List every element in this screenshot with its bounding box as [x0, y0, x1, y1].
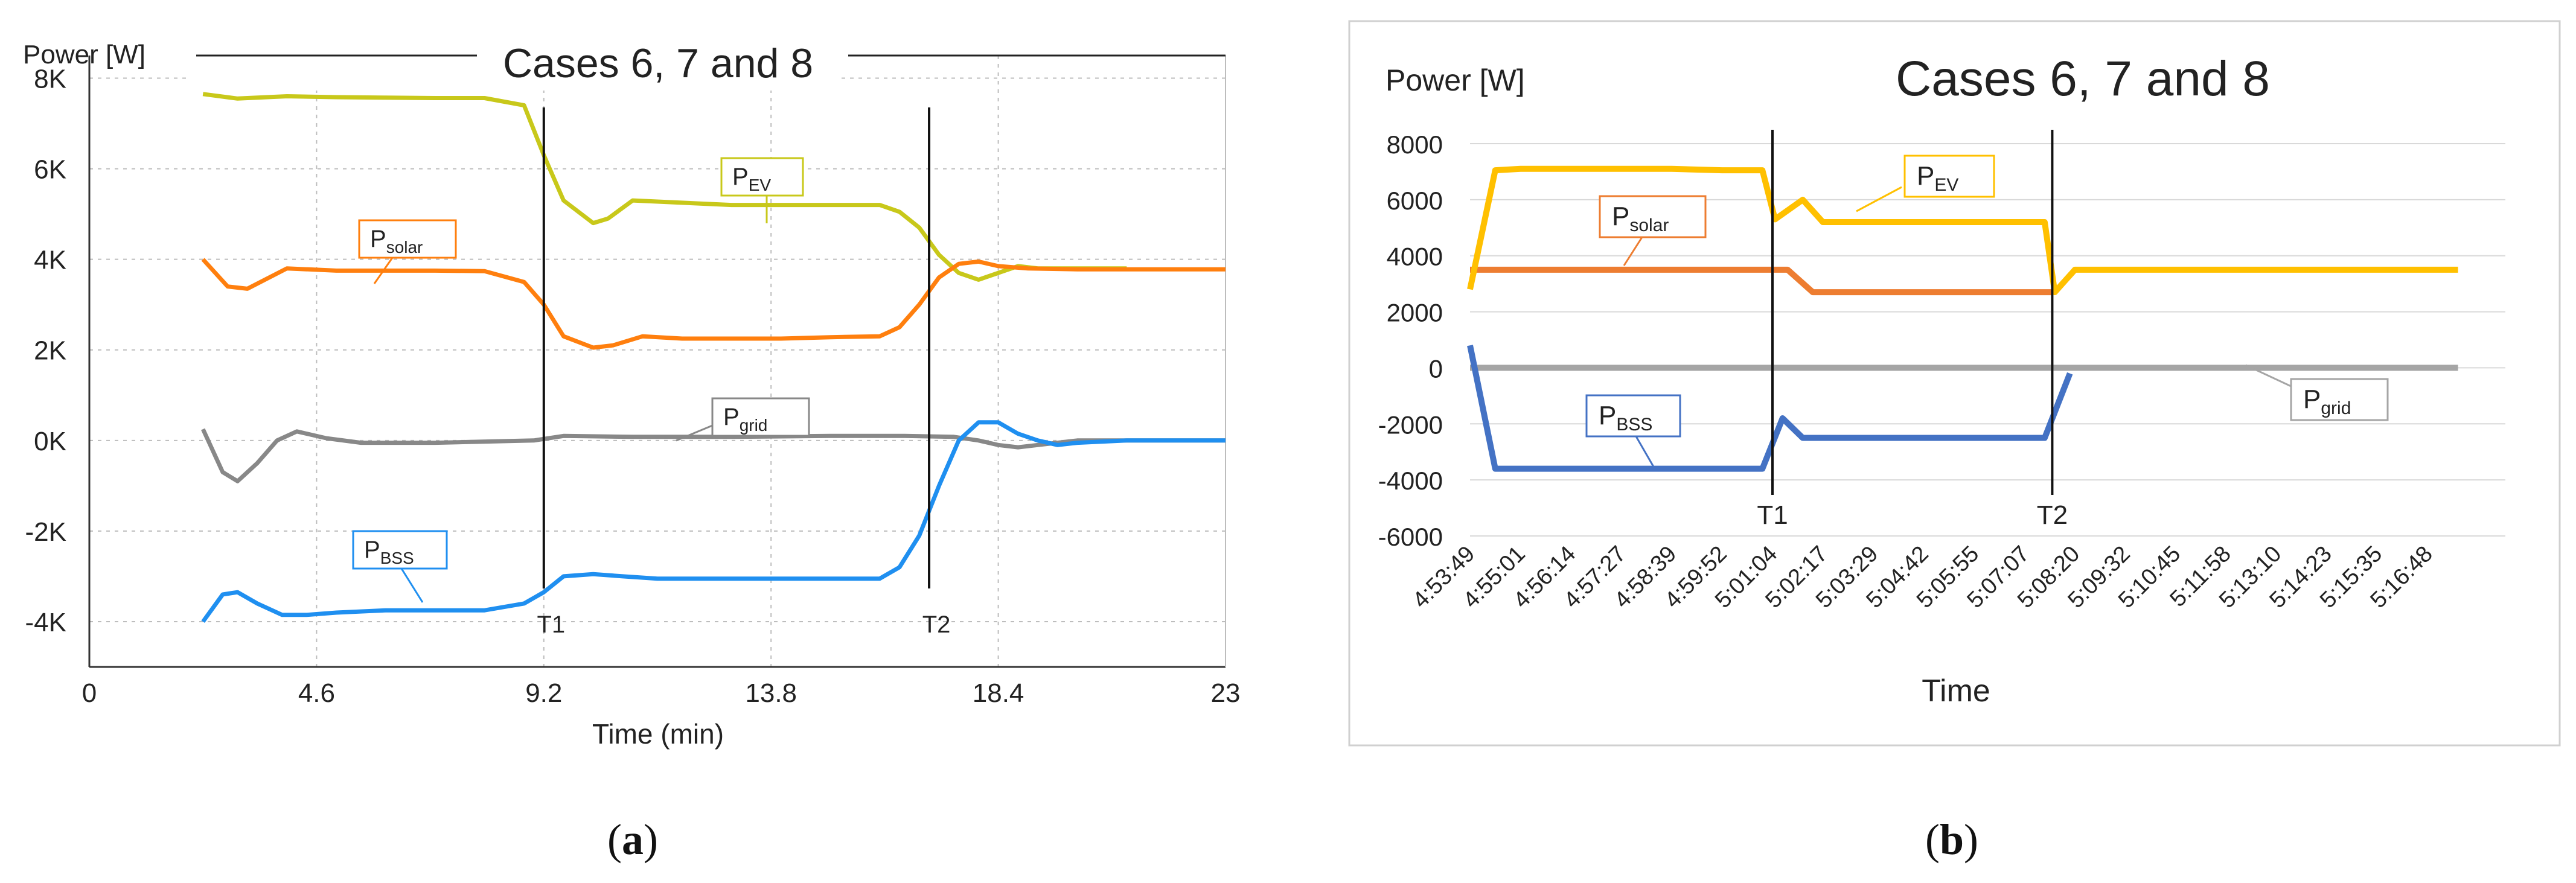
- chart-b-series-label-main: P: [1599, 401, 1616, 430]
- chart-b-ytick-label: 8000: [1387, 130, 1443, 159]
- chart-b-tick-labels: 80006000400020000-2000-4000-60004:53:494…: [1378, 130, 2438, 613]
- chart-b-ytick-label: 0: [1429, 354, 1443, 383]
- chart-a-axes: [89, 56, 1226, 667]
- chart-a-ytick-label: -4K: [25, 608, 66, 637]
- chart-a-xtick-label: 4.6: [298, 678, 335, 708]
- chart-a-ytick-label: 2K: [34, 336, 66, 366]
- chart-b-series-line-p-bss: [1470, 345, 2070, 468]
- chart-b-series-label-main: P: [1612, 202, 1629, 231]
- chart-a-xtick-label: 9.2: [525, 678, 562, 708]
- chart-a-series-line-p-bss: [203, 422, 1226, 622]
- chart-b-series-label-sub: EV: [1934, 175, 1958, 195]
- chart-b-callout-leader-p-bss: [1636, 436, 1654, 468]
- chart-b-marker-label-t2: T2: [2037, 500, 2068, 530]
- chart-b-ytick-label: -2000: [1378, 410, 1443, 439]
- chart-a-xtick-label: 0: [82, 678, 97, 708]
- chart-a-series-label-sub: BSS: [380, 549, 414, 567]
- chart-a-marker-label-t2: T2: [922, 611, 951, 638]
- chart-b-ytick-label: 4000: [1387, 243, 1443, 271]
- chart-a-title: Cases 6, 7 and 8: [503, 40, 813, 86]
- chart-a-series-line-p-solar: [203, 260, 1226, 348]
- chart-b-ytick-label: 2000: [1387, 299, 1443, 327]
- chart-a-series-label-sub: grid: [740, 416, 768, 435]
- chart-a-series-label-main: P: [364, 537, 380, 563]
- chart-a-series-label-main: P: [732, 164, 749, 190]
- caption-b-close: ): [1964, 815, 1978, 864]
- chart-b-series-label-sub: grid: [2321, 398, 2351, 418]
- caption-b-open: (: [1925, 815, 1940, 864]
- chart-b-series-label-main: P: [1917, 161, 1934, 191]
- chart-a-ytick-label: 0K: [34, 427, 66, 456]
- chart-b-ytick-label: -6000: [1378, 523, 1443, 551]
- caption-a-open: (: [607, 815, 622, 864]
- chart-b-xlabel: Time: [1922, 674, 1990, 709]
- chart-a-series-label-sub: solar: [386, 238, 423, 257]
- chart-a-xlabel: Time (min): [592, 718, 724, 750]
- chart-b-ylabel: Power [W]: [1385, 63, 1525, 97]
- chart-a-series-line-p-ev: [203, 94, 1127, 280]
- chart-b-marker-label-t1: T1: [1757, 500, 1788, 530]
- chart-a-ytick-label: 6K: [34, 155, 66, 185]
- caption-a: (a): [607, 815, 658, 864]
- chart-a-series-label-main: P: [723, 404, 740, 430]
- chart-a-ytick-label: 4K: [34, 246, 66, 275]
- chart-a-gridlines: [89, 56, 1226, 667]
- chart-b-series-label-main: P: [2303, 384, 2321, 414]
- chart-b-ytick-label: -4000: [1378, 467, 1443, 495]
- chart-b-title: Cases 6, 7 and 8: [1896, 51, 2270, 106]
- chart-a-series-label-sub: EV: [749, 176, 772, 194]
- caption-b: (b): [1925, 815, 1978, 864]
- chart-a-series-label-main: P: [370, 226, 386, 252]
- chart-b-callout-leader-p-solar: [1624, 237, 1642, 266]
- chart-a-xtick-label: 18.4: [973, 678, 1024, 708]
- chart-b-series-line-p-solar: [1470, 270, 2052, 292]
- chart-b-series-label-sub: BSS: [1616, 415, 1652, 435]
- chart-a-ylabel: Power [W]: [23, 40, 145, 69]
- caption-a-letter: a: [622, 815, 644, 864]
- chart-a-ytick-label: -2K: [25, 517, 66, 547]
- chart-b-ytick-label: 6000: [1387, 186, 1443, 215]
- caption-b-letter: b: [1940, 815, 1964, 864]
- chart-b: T1 T2 80006000400020000-2000-4000-60004:5…: [1349, 21, 2560, 745]
- caption-a-close: ): [644, 815, 658, 864]
- chart-a-series-line-p-grid: [203, 429, 1226, 481]
- chart-a-xtick-label: 23: [1211, 678, 1241, 708]
- chart-a-callout-leader-p-bss: [401, 569, 423, 602]
- chart-a-xtick-label: 13.8: [745, 678, 797, 708]
- chart-b-series-label-sub: solar: [1629, 215, 1669, 235]
- chart-a-marker-label-t1: T1: [537, 611, 565, 638]
